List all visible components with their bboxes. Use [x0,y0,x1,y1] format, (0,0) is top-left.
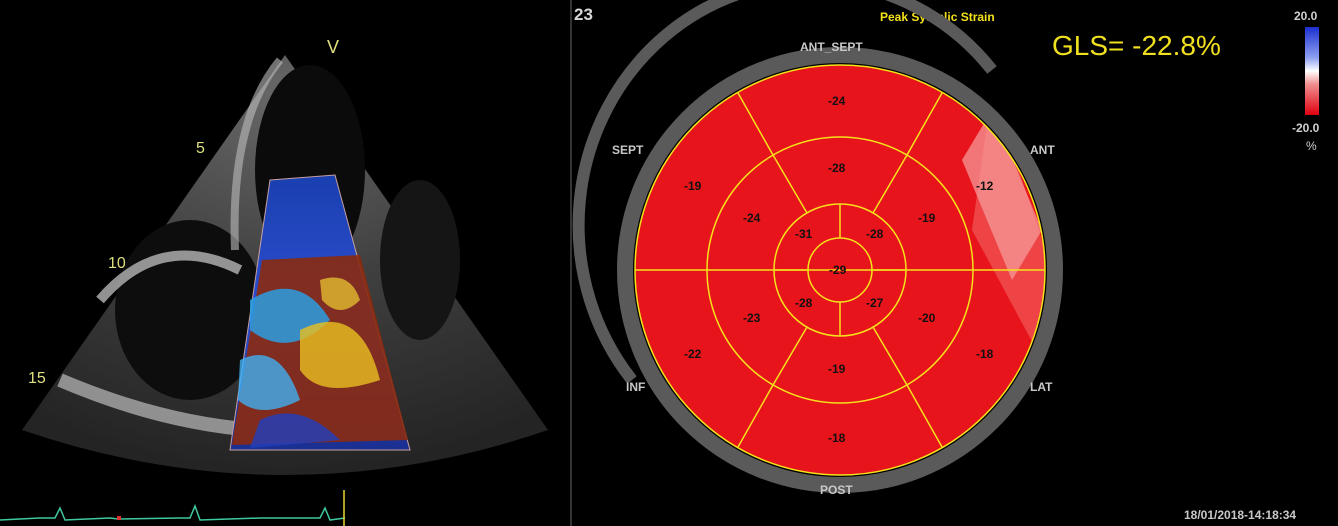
segment-apex: -29 [829,263,847,277]
segment-apical-ant: -28 [866,227,884,241]
segment-apical-inf: -28 [795,296,813,310]
second-gray-arc [572,0,997,384]
segment-basal-inf: -22 [684,347,702,361]
segment-basal-post: -18 [828,431,846,445]
depth-mark-10: 10 [108,255,126,272]
segment-grid [634,64,1046,476]
timestamp: 18/01/2018-14:18:34 [1184,508,1296,522]
wall-label-sept: SEPT [612,143,644,157]
segment-apical-lat: -27 [866,296,884,310]
ecg-trace [0,503,346,521]
segment-basal-ant-sept: -24 [828,94,846,108]
echo-image: 5 10 15 V [0,37,548,526]
gls-value: GLS= -22.8% [1052,30,1221,61]
segment-mid-ant-sept: -28 [828,161,846,175]
segment-mid-ant: -19 [918,211,936,225]
wall-label-inf: INF [626,380,645,394]
segment-basal-lat: -18 [976,347,994,361]
bullseye-panel: 23 Peak Systolic Strain GLS= -22.8% [572,0,1338,526]
segment-mid-lat: -20 [918,311,936,325]
segment-mid-inf: -23 [743,311,761,325]
segment-basal-sept: -19 [684,179,702,193]
segment-values: -24 -12 -18 -18 -22 -19 -28 -19 -20 -19 … [684,94,994,445]
depth-mark-15: 15 [28,370,46,387]
segment-mid-sept: -24 [743,211,761,225]
depth-scale: 5 10 15 [28,140,205,387]
panel-divider [570,0,572,526]
segment-apical-sept: -31 [795,227,813,241]
wall-label-ant: ANT [1030,143,1055,157]
wall-label-post: POST [820,483,853,497]
right-chamber-cavity [380,180,460,340]
bullseye-svg: 23 Peak Systolic Strain GLS= -22.8% [572,0,1320,522]
depth-mark-5: 5 [196,140,205,157]
colorbar-unit: % [1306,139,1317,153]
view-marker: V [327,37,339,57]
frame-number: 23 [574,5,593,24]
wall-label-ant-sept: ANT_SEPT [800,40,863,54]
outer-gray-ring [617,47,1063,493]
colorbar-max-label: 20.0 [1294,9,1318,23]
wall-label-lat: LAT [1030,380,1053,394]
echocardiogram-panel: 5 10 15 V [0,0,570,526]
segment-basal-ant: -12 [976,179,994,193]
segment-mid-post: -19 [828,362,846,376]
color-scale-bar: 20.0 -20.0 % [1292,9,1320,153]
colorbar-min-label: -20.0 [1292,121,1320,135]
